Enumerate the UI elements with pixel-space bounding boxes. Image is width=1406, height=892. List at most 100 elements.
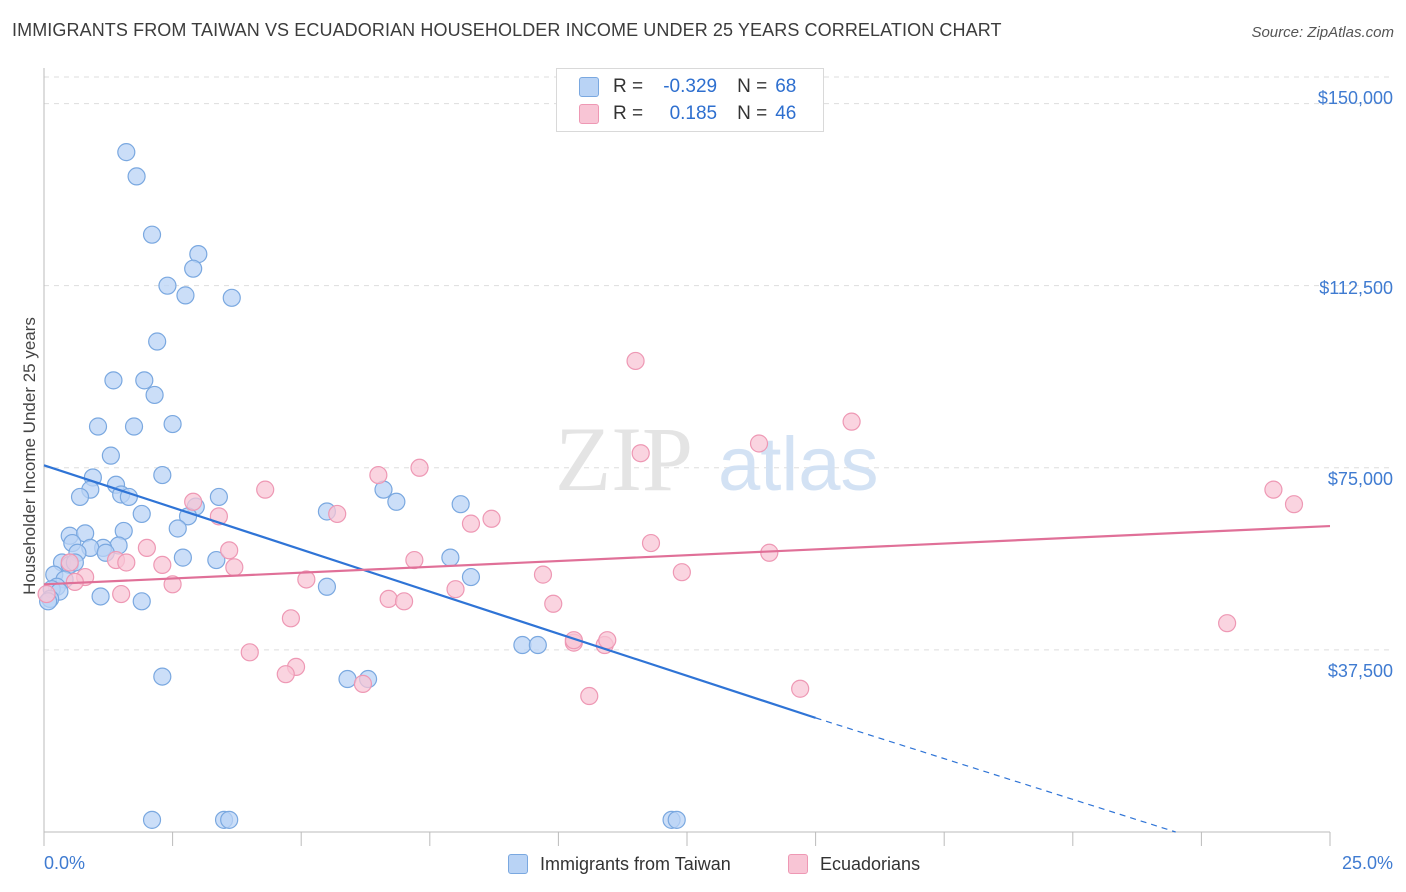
bottom-legend-swatch-blue xyxy=(508,854,528,874)
point-ecuadorian xyxy=(240,643,259,662)
point-ecuadorian xyxy=(276,665,295,684)
point-taiwan xyxy=(338,669,357,689)
x-tick-label-end: 25.0% xyxy=(1342,853,1393,873)
gridlines xyxy=(44,76,1393,651)
point-taiwan xyxy=(145,385,164,405)
y-tick-label-37500: $37,500 xyxy=(1328,661,1393,681)
point-taiwan xyxy=(132,592,151,611)
point-taiwan xyxy=(124,417,144,436)
point-ecuadorian xyxy=(60,553,79,572)
legend-row-ecuadorians: R = 0.185 N = 46 xyxy=(557,101,796,127)
watermark-atlas: atlas xyxy=(718,422,879,507)
axes xyxy=(43,68,1331,846)
series-immigrants-from-taiwan xyxy=(39,143,686,829)
point-ecuadorian xyxy=(328,504,347,524)
point-ecuadorian xyxy=(842,412,861,431)
point-ecuadorian xyxy=(163,575,182,594)
point-taiwan xyxy=(117,143,136,162)
point-taiwan xyxy=(173,548,192,567)
point-ecuadorian xyxy=(672,563,691,582)
y-tick-label-112500: $112,500 xyxy=(1319,278,1393,298)
point-taiwan xyxy=(441,548,460,567)
point-taiwan xyxy=(317,577,337,596)
trendlines xyxy=(43,464,1331,833)
trendline-taiwan xyxy=(43,464,816,719)
point-ecuadorian xyxy=(580,686,599,706)
point-taiwan xyxy=(168,519,187,538)
point-ecuadorian xyxy=(1218,614,1237,633)
series-ecuadorians xyxy=(37,351,1304,706)
y-tick-label-150000: $150,000 xyxy=(1318,88,1393,108)
point-taiwan xyxy=(220,810,239,829)
legend-r-value: -0.329 xyxy=(663,76,718,97)
point-ecuadorian xyxy=(394,592,414,611)
x-tick-label-start: 0.0% xyxy=(44,853,85,873)
point-ecuadorian xyxy=(225,558,244,577)
point-taiwan xyxy=(153,667,172,686)
bottom-legend-label: Ecuadorians xyxy=(820,853,921,874)
source-label: Source: ZipAtlas.com xyxy=(1251,24,1394,41)
point-ecuadorian xyxy=(544,594,563,613)
point-ecuadorian xyxy=(1264,480,1283,499)
point-ecuadorian xyxy=(446,580,465,599)
point-taiwan xyxy=(158,276,177,295)
point-taiwan xyxy=(184,259,203,278)
point-taiwan xyxy=(461,567,481,587)
point-ecuadorian xyxy=(598,631,617,650)
point-ecuadorian xyxy=(1284,495,1304,514)
point-ecuadorian xyxy=(220,541,239,560)
point-taiwan xyxy=(70,487,90,507)
point-taiwan xyxy=(528,635,547,655)
point-taiwan xyxy=(222,288,241,307)
legend-row-taiwan: R = -0.329 N = 68 xyxy=(557,74,796,100)
point-taiwan xyxy=(127,167,146,186)
point-ecuadorian xyxy=(353,674,373,693)
point-taiwan xyxy=(451,495,470,514)
legend-n-label: N = xyxy=(737,103,768,124)
trendline-taiwan-extension xyxy=(815,717,1176,833)
point-ecuadorian xyxy=(369,465,388,485)
point-taiwan xyxy=(387,492,406,511)
point-ecuadorian xyxy=(631,444,650,463)
legend-r-value: 0.185 xyxy=(669,103,718,124)
watermark-zip: ZIP xyxy=(555,408,693,510)
point-taiwan xyxy=(667,810,686,829)
point-ecuadorian xyxy=(749,434,769,453)
point-ecuadorian xyxy=(791,679,810,698)
chart-title: IMMIGRANTS FROM TAIWAN VS ECUADORIAN HOU… xyxy=(12,20,1002,40)
point-taiwan xyxy=(153,465,172,485)
point-ecuadorian xyxy=(153,555,172,575)
point-ecuadorian xyxy=(461,514,481,533)
point-taiwan xyxy=(91,587,110,606)
point-taiwan xyxy=(104,371,123,390)
bottom-legend-ecuadorians: Ecuadorians xyxy=(788,852,920,876)
y-tick-label-75000: $75,000 xyxy=(1328,469,1393,489)
point-ecuadorian xyxy=(137,538,156,558)
point-ecuadorian xyxy=(482,509,501,528)
point-taiwan xyxy=(142,225,162,244)
point-ecuadorian xyxy=(626,351,645,371)
point-taiwan xyxy=(207,550,226,570)
point-taiwan xyxy=(176,286,195,305)
point-ecuadorian xyxy=(641,533,661,553)
point-ecuadorian xyxy=(410,458,429,477)
legend-n-value: 68 xyxy=(775,76,797,97)
point-taiwan xyxy=(132,504,151,524)
point-ecuadorian xyxy=(405,550,424,570)
point-taiwan xyxy=(209,487,228,507)
legend-swatch-blue xyxy=(579,77,599,97)
point-ecuadorian xyxy=(564,631,583,650)
legend-swatch-pink xyxy=(579,104,599,124)
point-taiwan xyxy=(148,332,167,351)
point-taiwan xyxy=(163,414,182,434)
trendline-ecuadorians xyxy=(43,524,1331,586)
legend-n-label: N = xyxy=(737,76,768,97)
legend-r-label: R = xyxy=(613,103,644,124)
point-ecuadorian xyxy=(184,492,203,511)
point-ecuadorian xyxy=(112,584,131,604)
bottom-legend-swatch-pink xyxy=(788,854,808,874)
point-taiwan xyxy=(135,371,154,390)
point-ecuadorian xyxy=(297,570,316,589)
correlation-legend: R = -0.329 N = 68 R = 0.185 N = 46 xyxy=(556,68,824,132)
